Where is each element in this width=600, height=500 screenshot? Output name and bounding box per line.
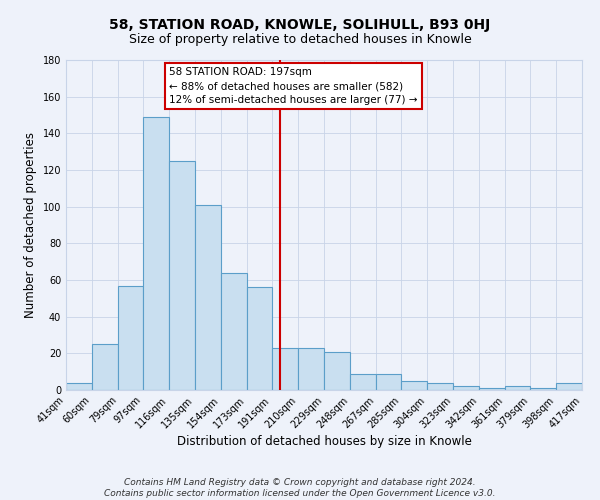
Bar	[169, 161, 195, 390]
Bar	[479, 388, 505, 390]
Bar	[453, 386, 479, 390]
Bar	[195, 205, 221, 390]
Bar	[298, 348, 324, 390]
Text: 58 STATION ROAD: 197sqm
← 88% of detached houses are smaller (582)
12% of semi-d: 58 STATION ROAD: 197sqm ← 88% of detache…	[169, 68, 418, 106]
Y-axis label: Number of detached properties: Number of detached properties	[24, 132, 37, 318]
Bar	[143, 117, 169, 390]
Bar	[376, 374, 401, 390]
Text: Contains HM Land Registry data © Crown copyright and database right 2024.
Contai: Contains HM Land Registry data © Crown c…	[104, 478, 496, 498]
Bar	[272, 348, 298, 390]
Bar	[324, 352, 350, 390]
Bar	[505, 386, 530, 390]
Bar	[92, 344, 118, 390]
Bar	[247, 288, 272, 390]
Text: Size of property relative to detached houses in Knowle: Size of property relative to detached ho…	[128, 32, 472, 46]
Text: 58, STATION ROAD, KNOWLE, SOLIHULL, B93 0HJ: 58, STATION ROAD, KNOWLE, SOLIHULL, B93 …	[109, 18, 491, 32]
Bar	[66, 382, 92, 390]
Bar	[530, 388, 556, 390]
Bar	[427, 382, 453, 390]
Bar	[401, 381, 427, 390]
Bar	[221, 272, 247, 390]
Bar	[118, 286, 143, 390]
Bar	[350, 374, 376, 390]
Bar	[556, 382, 582, 390]
X-axis label: Distribution of detached houses by size in Knowle: Distribution of detached houses by size …	[176, 436, 472, 448]
